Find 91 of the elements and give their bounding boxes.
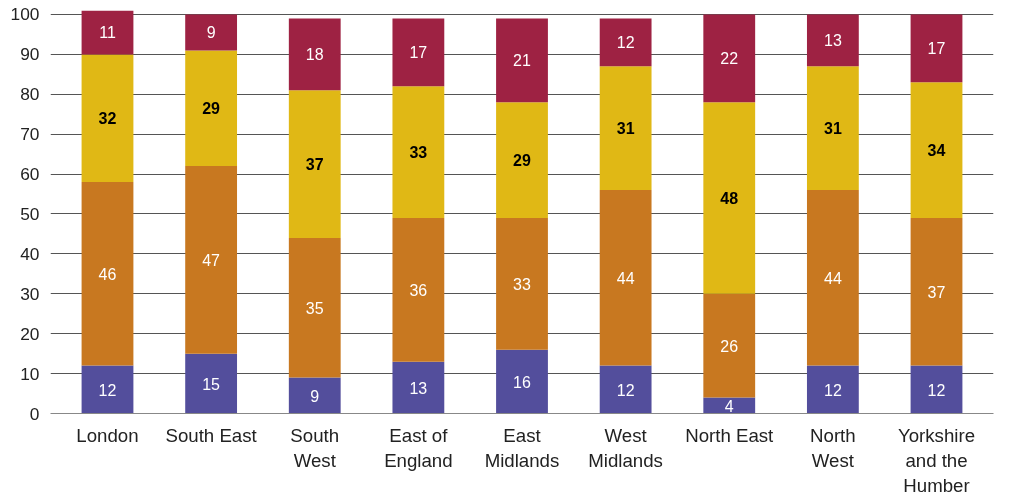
data-label: 46 [98, 265, 117, 283]
data-label: 37 [927, 283, 946, 301]
y-tick-label: 30 [20, 283, 40, 304]
y-tick-label: 20 [20, 323, 40, 344]
y-tick-label: 100 [10, 4, 40, 25]
y-tick-label: 80 [20, 84, 40, 105]
bar [599, 190, 652, 366]
bar [185, 166, 238, 354]
data-label: 31 [823, 120, 842, 138]
bar [703, 293, 756, 398]
bar [185, 353, 238, 414]
data-label: 47 [202, 251, 221, 269]
bar [81, 365, 134, 414]
bar [81, 54, 134, 183]
x-tick-label: South West [290, 424, 340, 471]
data-label: 12 [98, 381, 117, 399]
y-tick-label: 40 [20, 243, 40, 264]
bar [599, 66, 652, 191]
data-label: 17 [409, 44, 428, 62]
y-tick-label: 10 [20, 363, 40, 384]
bar [806, 14, 859, 67]
data-label: 37 [305, 156, 324, 174]
bar [703, 102, 756, 294]
y-tick-label: 90 [20, 44, 40, 65]
data-label: 12 [616, 34, 635, 52]
data-label: 33 [513, 275, 531, 293]
data-label: 44 [616, 269, 635, 287]
data-label: 12 [616, 381, 635, 399]
bar [288, 237, 341, 378]
data-label: 34 [927, 142, 946, 160]
bar [599, 18, 652, 67]
data-label: 44 [823, 269, 842, 287]
data-label: 16 [513, 373, 531, 391]
x-tick-label: London [76, 424, 139, 446]
data-label: 9 [206, 24, 216, 42]
data-label: 35 [305, 299, 324, 317]
x-tick-label: West Midlands [588, 424, 663, 471]
bar [496, 349, 548, 414]
data-label: 12 [823, 381, 842, 399]
x-tick-label: East of England [384, 424, 453, 471]
data-label: 21 [513, 52, 531, 70]
data-label: 26 [720, 337, 739, 355]
data-label: 22 [720, 50, 739, 68]
data-label: 17 [927, 40, 946, 58]
data-label: 9 [310, 387, 320, 405]
bar [496, 102, 548, 218]
bar [703, 14, 756, 103]
data-label: 11 [99, 24, 116, 42]
x-tick-label: Yorkshire and the Humber [897, 424, 976, 496]
data-label: 33 [409, 144, 428, 162]
bar [910, 14, 963, 83]
bar [910, 365, 963, 414]
data-label: 36 [409, 281, 428, 299]
data-label: 48 [720, 190, 739, 208]
y-tick-label: 0 [29, 403, 40, 424]
data-label: 15 [202, 375, 221, 393]
data-label: 29 [202, 100, 221, 118]
bar [599, 365, 652, 414]
bar [185, 50, 238, 167]
bar [806, 66, 859, 191]
x-tick-label: East Midlands [484, 424, 560, 471]
bar [806, 190, 859, 366]
bar [81, 182, 134, 366]
bar [496, 18, 548, 103]
bar [392, 361, 445, 414]
bar [185, 14, 238, 51]
bar [81, 10, 134, 55]
bar [806, 365, 859, 414]
data-label: 31 [616, 120, 635, 138]
bar [392, 217, 445, 362]
data-label: 4 [724, 397, 734, 415]
data-label: 13 [409, 379, 428, 397]
data-label: 12 [927, 381, 946, 399]
x-tick-label: North East [685, 424, 775, 446]
bar [496, 217, 548, 350]
x-tick-label: North West [810, 424, 856, 471]
y-tick-label: 50 [20, 204, 40, 224]
bar [392, 86, 445, 218]
data-label: 18 [305, 46, 324, 64]
data-label: 32 [98, 110, 117, 128]
bar [288, 90, 341, 238]
bar [392, 18, 445, 87]
y-tick-label: 60 [20, 164, 40, 185]
bar [288, 18, 341, 91]
bar [288, 377, 341, 414]
bar [910, 217, 963, 366]
data-label: 13 [823, 32, 842, 50]
data-label: 29 [513, 152, 531, 170]
y-tick-label: 70 [20, 124, 40, 145]
bar [910, 82, 963, 218]
x-tick-label: South East [165, 424, 258, 446]
